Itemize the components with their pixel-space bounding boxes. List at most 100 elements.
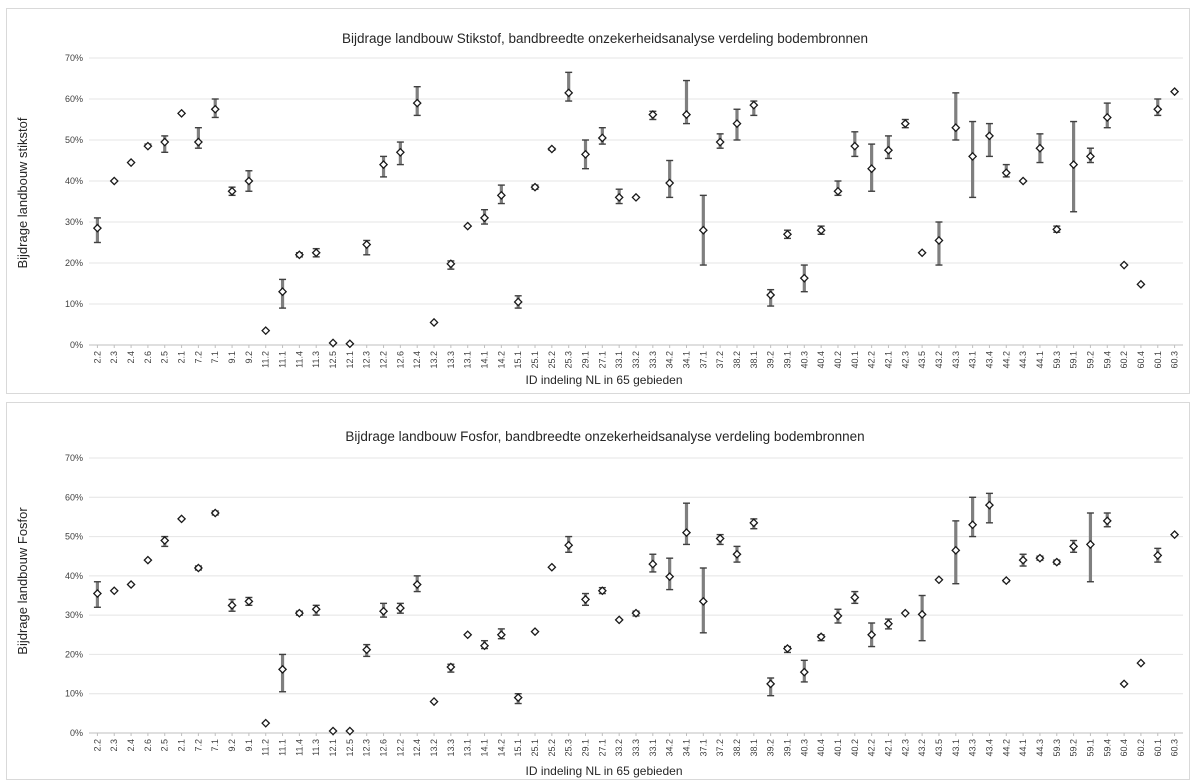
x-tick-label: 40.1 [833, 739, 843, 757]
data-point [850, 592, 860, 602]
data-point [126, 158, 136, 168]
x-tick-label: 2.4 [126, 739, 136, 752]
x-tick-label: 40.2 [833, 351, 843, 369]
x-tick-label: 59.3 [1052, 739, 1062, 757]
data-point [648, 559, 658, 569]
data-point [109, 176, 119, 186]
data-point [345, 726, 355, 736]
data-point [311, 248, 321, 258]
x-tick-label: 12.4 [412, 351, 422, 369]
data-point [530, 182, 540, 192]
data-point [513, 297, 523, 307]
data-point [328, 726, 338, 736]
x-tick-label: 12.1 [328, 739, 338, 757]
data-point [715, 137, 725, 147]
x-tick-label: 15.1 [513, 351, 523, 369]
x-axis-label: ID indeling NL in 65 gebieden [525, 764, 682, 778]
data-point [362, 240, 372, 250]
data-point [917, 248, 927, 258]
x-tick-label: 40.4 [816, 739, 826, 757]
x-tick-label: 12.4 [412, 739, 422, 757]
y-tick-label: 10% [65, 299, 83, 309]
data-point [681, 528, 692, 538]
x-tick-label: 29.1 [581, 351, 591, 369]
x-tick-label: 25.1 [530, 351, 540, 369]
x-tick-label: 14.2 [496, 351, 506, 369]
data-point [732, 549, 742, 559]
data-point [1153, 104, 1163, 114]
data-point [951, 545, 961, 555]
data-point [278, 664, 288, 674]
x-tick-label: 38.1 [749, 351, 759, 369]
x-tick-label: 43.4 [984, 739, 994, 757]
data-point [833, 186, 843, 196]
x-tick-label: 13.1 [463, 351, 473, 369]
x-tick-label: 43.5 [917, 351, 927, 369]
x-tick-label: 25.1 [530, 739, 540, 757]
x-tick-label: 33.3 [648, 351, 658, 369]
x-tick-label: 12.6 [395, 351, 405, 369]
data-point [311, 604, 321, 614]
x-tick-label: 40.3 [799, 351, 809, 369]
data-point [227, 600, 237, 610]
data-point [614, 615, 624, 625]
data-point [580, 594, 591, 604]
x-tick-label: 43.3 [968, 739, 978, 757]
y-tick-label: 70% [65, 453, 83, 463]
x-tick-label: 2.6 [143, 739, 153, 752]
x-tick-label: 2.1 [177, 351, 187, 364]
data-point [143, 555, 153, 565]
x-tick-label: 27.1 [597, 351, 607, 369]
x-tick-label: 34.2 [665, 351, 675, 369]
data-point [564, 88, 574, 98]
data-point [917, 609, 927, 619]
data-point [92, 589, 102, 599]
x-tick-label: 11.1 [278, 351, 288, 368]
y-axis-label: Bijdrage landbouw Fosfor [15, 507, 30, 655]
data-point [1136, 279, 1146, 289]
x-tick-label: 40.2 [850, 739, 860, 757]
data-point [1018, 555, 1028, 565]
chart-panel-fosfor: 0% 10% 20% 30% 40% 50% 60% 70% 2.2 2.3 2.4 2.6 2.5 2.… [6, 402, 1190, 780]
x-tick-label: 42.1 [883, 739, 893, 757]
x-tick-label: 12.5 [345, 739, 355, 757]
data-point [597, 133, 607, 143]
x-tick-label: 2.3 [109, 351, 119, 364]
x-tick-label: 60.2 [1119, 351, 1129, 369]
data-point [278, 287, 288, 297]
data-point [126, 579, 136, 590]
x-tick-label: 13.2 [429, 351, 439, 369]
y-axis-label: Bijdrage landbouw stikstof [15, 117, 30, 268]
x-tick-label: 2.3 [109, 739, 119, 752]
x-tick-label: 9.2 [244, 351, 254, 364]
data-point [193, 137, 203, 147]
x-tick-label: 40.4 [816, 351, 826, 369]
data-point [446, 259, 456, 269]
data-point [395, 603, 405, 613]
x-tick-label: 59.4 [1102, 739, 1112, 757]
x-tick-label: 15.1 [513, 739, 523, 757]
x-tick-label: 59.2 [1085, 351, 1095, 369]
x-tick-label: 27.1 [597, 739, 607, 757]
x-tick-label: 60.3 [1170, 739, 1180, 757]
x-tick-label: 25.3 [564, 739, 574, 757]
data-point [1085, 151, 1095, 161]
x-tick-label: 9.2 [227, 739, 237, 752]
x-tick-label: 29.1 [581, 739, 591, 757]
y-tick-label: 30% [65, 217, 83, 227]
data-point [160, 137, 170, 147]
data-point [395, 147, 405, 157]
data-point [665, 572, 675, 582]
data-point [480, 213, 490, 223]
x-tick-label: 44.3 [1018, 351, 1028, 369]
data-point [496, 190, 506, 200]
data-point [648, 110, 658, 120]
y-tick-label: 20% [65, 258, 83, 268]
data-point [968, 520, 978, 530]
data-point [900, 119, 910, 129]
x-tick-label: 2.5 [160, 351, 170, 364]
data-point [934, 235, 944, 245]
x-tick-label: 11.2 [261, 351, 271, 368]
data-point [1170, 530, 1180, 540]
x-tick-label: 11.3 [311, 739, 321, 756]
